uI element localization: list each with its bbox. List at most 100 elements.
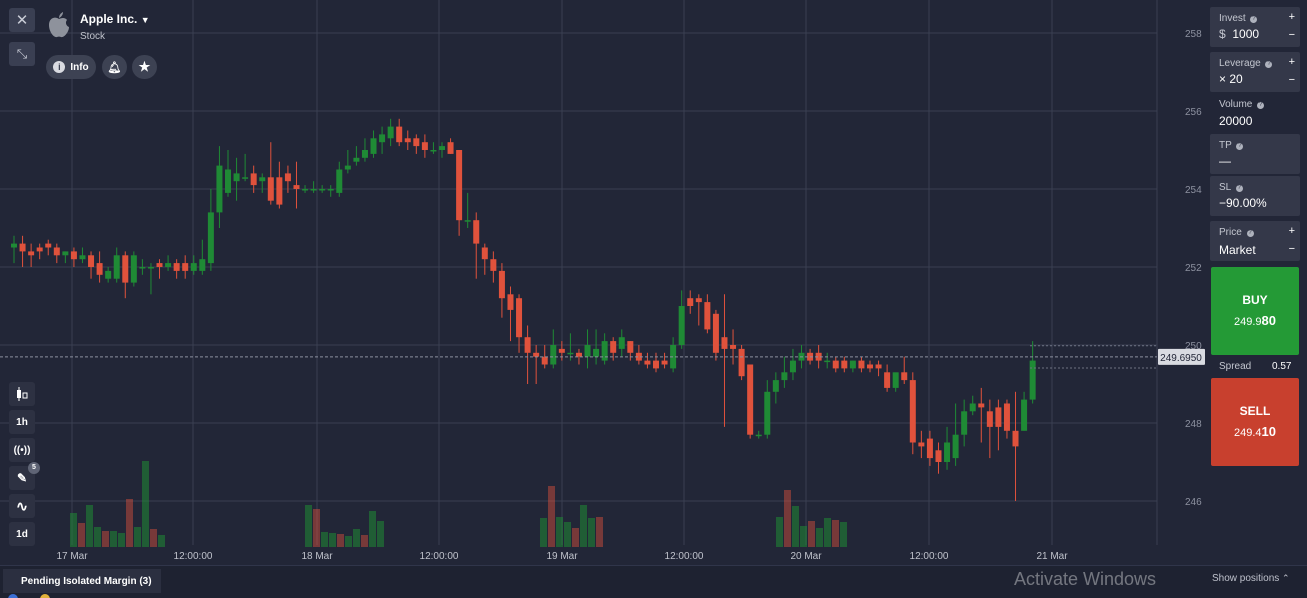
current-price-badge xyxy=(1158,348,1205,365)
tp-value[interactable]: — xyxy=(1219,154,1231,168)
bell-icon: 🔔︎ xyxy=(107,61,122,74)
show-positions-label: Show positions xyxy=(1212,573,1280,584)
x-tick-label: 12:00:00 xyxy=(420,551,459,562)
candle-body xyxy=(704,302,711,330)
volume-bar xyxy=(816,528,823,547)
volume-label: Volume xyxy=(1219,99,1253,110)
candle-body xyxy=(404,138,411,143)
candle-body xyxy=(610,341,617,353)
invest-value[interactable]: 1000 xyxy=(1232,27,1260,41)
price-value[interactable]: Market xyxy=(1219,243,1256,257)
asset-selector[interactable]: Apple Inc. ▼ xyxy=(80,12,150,26)
candle-body xyxy=(79,255,86,260)
buy-label: BUY xyxy=(1242,293,1268,307)
timeframe-button[interactable]: 1h xyxy=(9,410,35,434)
buy-button[interactable]: BUY 249.980 xyxy=(1211,267,1299,355)
take-profit-field[interactable]: TP ? — xyxy=(1210,134,1300,174)
show-positions-toggle[interactable]: Show positions ⌃ xyxy=(1212,573,1290,584)
help-icon: ? xyxy=(1246,230,1254,237)
volume-bar xyxy=(78,523,85,547)
broadcast-icon: ((•)) xyxy=(13,444,31,456)
leverage-value[interactable]: × 20 xyxy=(1219,72,1243,86)
info-icon: i xyxy=(53,61,66,73)
volume-bar xyxy=(126,499,133,547)
chevron-up-icon: ⌃ xyxy=(1282,573,1290,583)
leverage-decrease-icon[interactable]: − xyxy=(1288,74,1295,86)
volume-bar xyxy=(361,535,368,547)
signals-button[interactable]: ((•)) xyxy=(9,438,35,462)
candle-body xyxy=(464,220,471,222)
period-button[interactable]: 1d xyxy=(9,522,35,546)
bottom-bar: Pending Isolated Margin (3) xyxy=(0,565,1307,598)
volume-bar xyxy=(158,535,165,547)
y-tick-label: 254 xyxy=(1185,185,1202,196)
chart-type-button[interactable] xyxy=(9,382,35,406)
candle-body xyxy=(387,126,394,139)
invest-increase-icon[interactable]: + xyxy=(1288,11,1295,23)
indicators-button[interactable]: ∿ xyxy=(9,494,35,518)
volume-bar xyxy=(588,518,595,547)
candle-body xyxy=(841,360,848,369)
drawings-count-badge: 5 xyxy=(28,462,40,474)
favorite-button[interactable]: ★ xyxy=(132,55,157,79)
price-chart[interactable]: 258 256 254 252 250 248 246 17 Mar 12:00:00 18 Ma… xyxy=(0,0,1207,565)
candle-body xyxy=(53,247,60,256)
x-tick-label: 18 Mar xyxy=(301,551,333,562)
candle-body xyxy=(575,352,582,357)
volume-bar xyxy=(305,505,312,547)
x-tick-label: 17 Mar xyxy=(56,551,88,562)
candle-body xyxy=(961,411,968,435)
close-icon[interactable]: ✕ xyxy=(9,8,35,32)
candle-body xyxy=(207,212,214,264)
pencil-icon: ✎ xyxy=(16,471,28,485)
alert-button[interactable]: 🔔︎ xyxy=(102,55,127,79)
info-button[interactable]: i Info xyxy=(46,55,96,79)
volume-bar xyxy=(564,522,571,547)
candle-body xyxy=(541,356,548,365)
candles xyxy=(11,118,1036,501)
candle-body xyxy=(173,263,180,271)
y-tick-label: 248 xyxy=(1185,419,1202,430)
candle-body xyxy=(396,126,403,143)
candle-body xyxy=(122,255,129,283)
invest-field[interactable]: Invest ? $ 1000 + − xyxy=(1210,7,1300,47)
invest-decrease-icon[interactable]: − xyxy=(1288,29,1295,41)
volume-bar xyxy=(369,511,376,547)
price-decrease-icon[interactable]: − xyxy=(1288,243,1295,255)
status-dot-icon xyxy=(40,594,50,598)
candle-body xyxy=(130,255,137,283)
sl-value[interactable]: −90.00% xyxy=(1219,196,1267,210)
candle-body xyxy=(361,150,368,158)
candle-body xyxy=(892,372,899,388)
candle-body xyxy=(456,150,463,221)
stop-loss-field[interactable]: SL ? −90.00% xyxy=(1210,176,1300,216)
y-tick-label: 246 xyxy=(1185,497,1202,508)
sell-button[interactable]: SELL 249.410 xyxy=(1211,378,1299,466)
candle-body xyxy=(302,189,309,191)
volume-bar xyxy=(784,490,791,547)
collapse-icon[interactable]: ⤡ xyxy=(9,42,35,66)
volume-bar xyxy=(808,521,815,547)
candle-body xyxy=(593,348,600,357)
tab-pending-isolated-margin[interactable]: Pending Isolated Margin (3) xyxy=(3,569,161,593)
candle-body xyxy=(1029,360,1036,400)
candle-body xyxy=(584,345,591,357)
candle-body xyxy=(293,185,300,189)
candle-body xyxy=(764,391,771,435)
price-increase-icon[interactable]: + xyxy=(1288,225,1295,237)
x-tick-label: 20 Mar xyxy=(790,551,822,562)
x-tick-label: 19 Mar xyxy=(546,551,578,562)
y-tick-label: 250 xyxy=(1185,341,1202,352)
candle-body xyxy=(481,247,488,260)
candle-body xyxy=(653,360,659,369)
candle-body xyxy=(832,360,839,369)
candle-body xyxy=(259,177,266,182)
candle-body xyxy=(918,442,925,447)
candle-body xyxy=(558,348,565,353)
price-field[interactable]: Price ? Market + − xyxy=(1210,221,1300,261)
sl-label: SL xyxy=(1219,182,1231,193)
leverage-increase-icon[interactable]: + xyxy=(1288,56,1295,68)
leverage-field[interactable]: Leverage ? × 20 + − xyxy=(1210,52,1300,92)
drawing-tools-button[interactable]: ✎ 5 xyxy=(9,462,40,490)
candle-body xyxy=(849,360,856,369)
